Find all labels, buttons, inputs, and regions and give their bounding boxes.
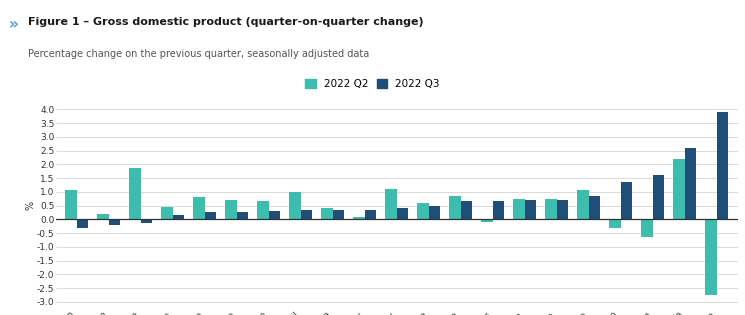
Bar	[685, 148, 697, 219]
Bar	[301, 210, 312, 219]
Bar	[385, 189, 396, 219]
Bar	[609, 219, 621, 227]
Bar	[333, 210, 344, 219]
Bar	[141, 219, 152, 223]
Bar	[717, 112, 729, 219]
Bar	[173, 215, 184, 219]
Bar	[97, 214, 109, 219]
Bar	[109, 219, 120, 225]
Bar	[557, 200, 568, 219]
Bar	[513, 199, 524, 219]
Bar	[589, 196, 600, 219]
Bar	[269, 211, 280, 219]
Bar	[129, 169, 141, 219]
Bar	[706, 219, 717, 295]
Text: »: »	[9, 17, 19, 32]
Bar	[428, 206, 440, 219]
Bar	[460, 201, 472, 219]
Text: Figure 1 – Gross domestic product (quarter-on-quarter change): Figure 1 – Gross domestic product (quart…	[28, 17, 424, 27]
Bar	[353, 216, 365, 219]
Bar	[257, 201, 269, 219]
Bar	[449, 196, 460, 219]
Bar	[193, 197, 205, 219]
Bar	[321, 208, 333, 219]
Bar	[205, 212, 216, 219]
Bar	[237, 212, 248, 219]
Bar	[225, 200, 237, 219]
Bar	[524, 200, 536, 219]
Bar	[621, 182, 633, 219]
Bar	[481, 219, 492, 222]
Bar	[289, 192, 301, 219]
Bar	[653, 175, 665, 219]
Bar	[641, 219, 653, 237]
Bar	[492, 201, 504, 219]
Bar	[161, 207, 173, 219]
Legend: 2022 Q2, 2022 Q3: 2022 Q2, 2022 Q3	[301, 75, 444, 94]
Bar	[77, 219, 88, 227]
Bar	[577, 190, 589, 219]
Bar	[673, 159, 685, 219]
Bar	[397, 208, 408, 219]
Bar	[545, 199, 557, 219]
Y-axis label: %: %	[25, 201, 36, 210]
Bar	[65, 190, 77, 219]
Bar	[417, 203, 428, 219]
Bar	[365, 210, 376, 219]
Text: Percentage change on the previous quarter, seasonally adjusted data: Percentage change on the previous quarte…	[28, 49, 370, 59]
